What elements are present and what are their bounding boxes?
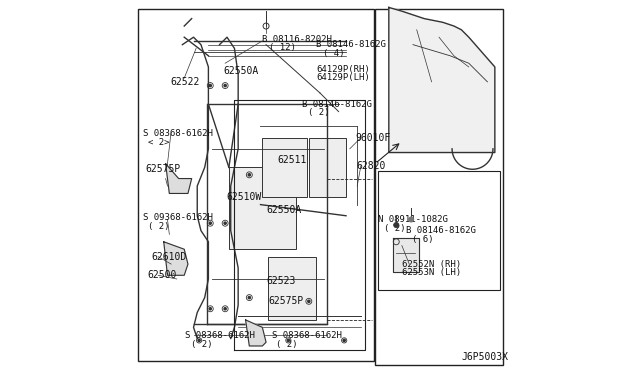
Text: ( 2): ( 2) (148, 222, 170, 231)
Polygon shape (164, 242, 188, 275)
Polygon shape (389, 7, 495, 153)
Circle shape (248, 174, 250, 176)
Text: 64129P(RH): 64129P(RH) (316, 65, 370, 74)
Text: B 08146-8162G: B 08146-8162G (406, 226, 476, 235)
Text: 62575P: 62575P (268, 296, 303, 306)
Polygon shape (246, 320, 266, 346)
Circle shape (248, 296, 250, 299)
Text: 62553N (LH): 62553N (LH) (402, 268, 461, 277)
Text: 62575P: 62575P (145, 164, 180, 174)
Bar (309, 138, 346, 197)
Bar (262, 138, 307, 197)
Text: B 08146-8162G: B 08146-8162G (302, 100, 372, 109)
Text: 62552N (RH): 62552N (RH) (402, 260, 461, 269)
Text: B 08116-8202H: B 08116-8202H (262, 35, 332, 44)
Text: S 09368-6162H: S 09368-6162H (143, 213, 213, 222)
Text: ( 6): ( 6) (412, 235, 434, 244)
Circle shape (224, 84, 227, 87)
Text: ( 2): ( 2) (276, 340, 298, 349)
Circle shape (209, 308, 211, 310)
Bar (229, 167, 296, 249)
Bar (138, 9, 374, 361)
Text: 62610D: 62610D (152, 252, 187, 262)
Circle shape (224, 222, 227, 224)
Text: B 08146-8162G: B 08146-8162G (316, 40, 386, 49)
Text: S 08368-6162H: S 08368-6162H (271, 331, 342, 340)
Circle shape (198, 339, 200, 341)
Text: 62511: 62511 (277, 155, 307, 165)
Bar (378, 171, 500, 290)
Text: 62820: 62820 (356, 161, 386, 170)
Text: 64129P(LH): 64129P(LH) (316, 73, 370, 81)
Text: 62510W: 62510W (227, 192, 262, 202)
Circle shape (408, 217, 413, 222)
Polygon shape (166, 164, 191, 193)
Text: ( 12): ( 12) (269, 43, 296, 52)
Circle shape (343, 339, 346, 341)
Text: 62522: 62522 (170, 77, 200, 87)
Text: ( 2): ( 2) (308, 108, 330, 117)
Bar (375, 9, 504, 365)
Text: N 08911-1082G: N 08911-1082G (378, 215, 447, 224)
Circle shape (209, 84, 211, 87)
Text: < 2>: < 2> (148, 138, 170, 147)
Circle shape (308, 300, 310, 302)
Text: 62550A: 62550A (266, 205, 301, 215)
Text: 62523: 62523 (266, 276, 296, 286)
Text: 62500: 62500 (147, 270, 177, 280)
Circle shape (287, 339, 289, 341)
Text: S 08368-6162H: S 08368-6162H (186, 331, 255, 340)
Polygon shape (392, 238, 419, 272)
Text: 62550A: 62550A (223, 66, 259, 76)
Text: S 08368-6162H: S 08368-6162H (143, 129, 213, 138)
Text: ( 2): ( 2) (191, 340, 212, 349)
Circle shape (394, 222, 399, 228)
Text: J6P5003X: J6P5003X (461, 352, 508, 362)
Text: ( 4): ( 4) (323, 49, 344, 58)
Bar (268, 257, 316, 320)
Circle shape (224, 308, 227, 310)
Circle shape (209, 222, 211, 224)
Text: 96010F: 96010F (355, 133, 390, 142)
Text: ( 2): ( 2) (384, 224, 406, 232)
